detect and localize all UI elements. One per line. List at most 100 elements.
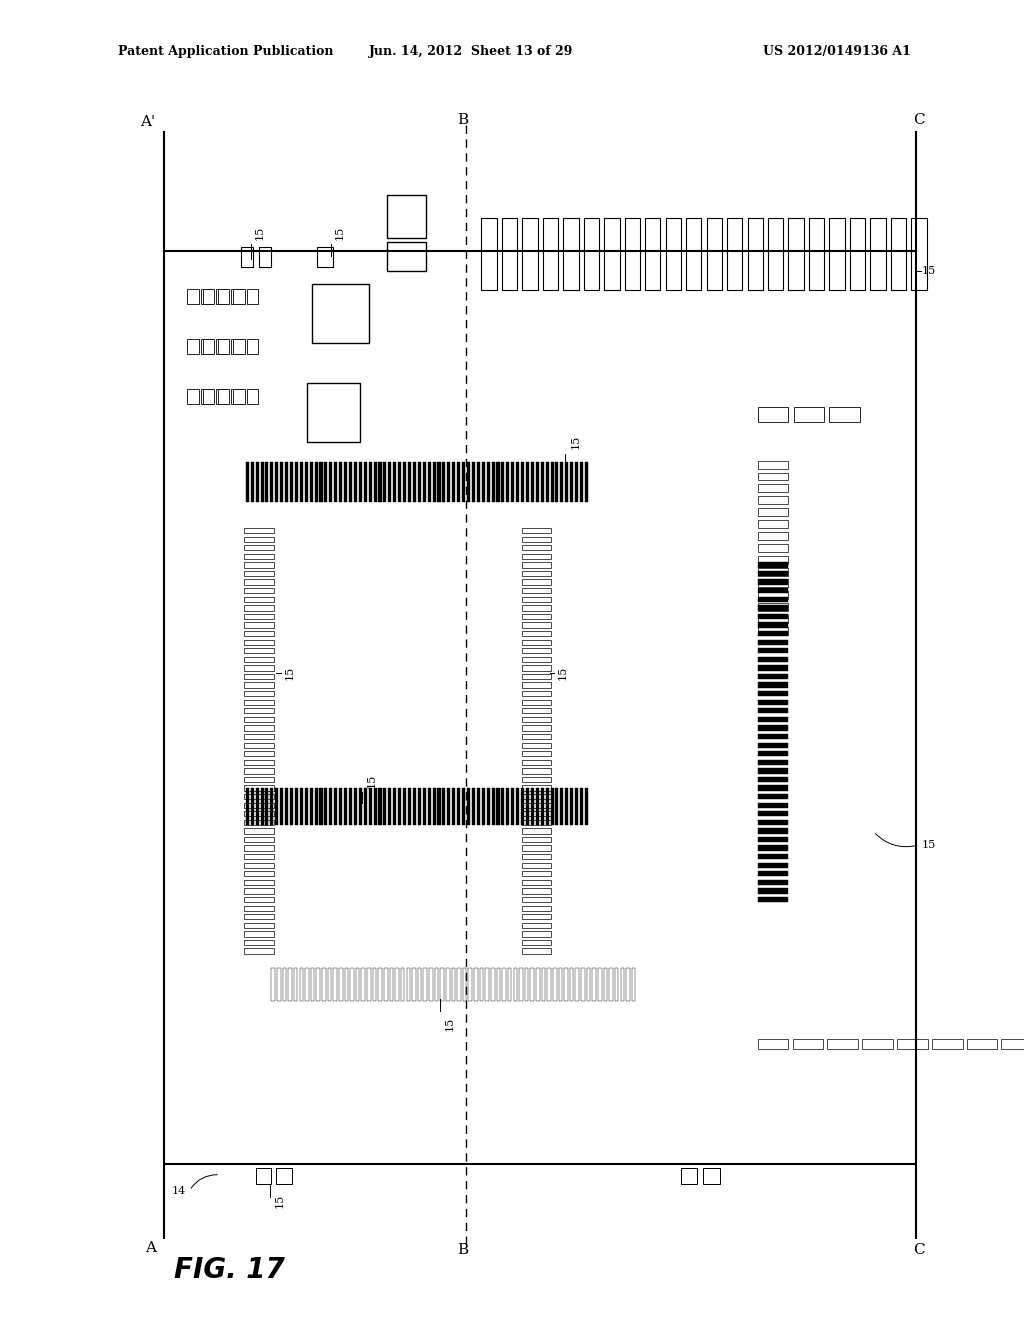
Bar bbox=[244, 589, 274, 594]
Bar bbox=[793, 1039, 823, 1049]
Bar bbox=[570, 788, 573, 825]
Bar bbox=[453, 462, 456, 502]
Bar bbox=[393, 462, 396, 502]
Bar bbox=[231, 289, 243, 304]
Bar bbox=[281, 788, 284, 825]
Bar bbox=[231, 389, 243, 404]
Bar bbox=[522, 898, 551, 903]
Bar bbox=[758, 532, 788, 540]
Bar bbox=[758, 846, 788, 851]
Bar bbox=[247, 339, 258, 354]
Bar bbox=[241, 247, 253, 267]
Bar bbox=[244, 665, 274, 671]
Bar bbox=[522, 692, 551, 697]
Bar bbox=[758, 898, 788, 903]
Bar bbox=[681, 1168, 697, 1184]
Bar bbox=[522, 880, 551, 886]
Bar bbox=[344, 968, 348, 1001]
Bar bbox=[201, 339, 212, 354]
Bar bbox=[559, 968, 562, 1001]
Bar bbox=[543, 218, 558, 290]
Bar bbox=[432, 462, 435, 502]
Bar bbox=[290, 788, 293, 825]
Bar bbox=[564, 968, 567, 1001]
Bar bbox=[244, 597, 274, 602]
Bar bbox=[387, 195, 426, 238]
Bar bbox=[492, 462, 495, 502]
Bar bbox=[413, 788, 416, 825]
Bar bbox=[511, 462, 514, 502]
Bar bbox=[339, 462, 342, 502]
Bar bbox=[522, 675, 551, 680]
Bar bbox=[537, 968, 540, 1001]
Bar bbox=[256, 462, 259, 502]
Bar bbox=[580, 462, 583, 502]
Bar bbox=[492, 968, 495, 1001]
Bar bbox=[244, 537, 274, 541]
Bar bbox=[418, 968, 422, 1001]
Bar bbox=[758, 760, 788, 766]
Bar bbox=[244, 785, 274, 791]
Bar bbox=[758, 768, 788, 774]
Bar bbox=[598, 968, 602, 1001]
Bar bbox=[344, 788, 347, 825]
Bar bbox=[522, 854, 551, 859]
Bar bbox=[259, 247, 271, 267]
Bar bbox=[758, 829, 788, 834]
Bar bbox=[541, 788, 544, 825]
Bar bbox=[522, 605, 551, 610]
Bar bbox=[522, 742, 551, 747]
Bar bbox=[522, 863, 551, 869]
Bar bbox=[442, 788, 445, 825]
Text: 15: 15 bbox=[444, 1016, 455, 1031]
Bar bbox=[758, 751, 788, 756]
Text: Jun. 14, 2012  Sheet 13 of 29: Jun. 14, 2012 Sheet 13 of 29 bbox=[369, 45, 573, 58]
Bar bbox=[244, 820, 274, 825]
Bar bbox=[522, 631, 551, 636]
Bar bbox=[758, 726, 788, 731]
Bar bbox=[447, 788, 451, 825]
Bar bbox=[758, 776, 788, 781]
Bar bbox=[522, 768, 551, 774]
Bar bbox=[758, 579, 788, 587]
Bar bbox=[349, 788, 352, 825]
Bar bbox=[244, 898, 274, 903]
Bar bbox=[387, 242, 426, 271]
Bar bbox=[758, 597, 788, 602]
Bar bbox=[522, 717, 551, 722]
Bar bbox=[497, 788, 500, 825]
Bar bbox=[251, 462, 254, 502]
Bar bbox=[403, 462, 407, 502]
Bar bbox=[244, 846, 274, 851]
Bar bbox=[522, 657, 551, 663]
Bar bbox=[862, 1039, 893, 1049]
Bar bbox=[526, 788, 529, 825]
Text: 15: 15 bbox=[285, 667, 295, 680]
Bar bbox=[522, 829, 551, 834]
Bar bbox=[522, 923, 551, 928]
Bar bbox=[244, 880, 274, 886]
Bar bbox=[428, 462, 431, 502]
Bar bbox=[316, 968, 319, 1001]
Bar bbox=[246, 462, 249, 502]
Bar bbox=[260, 788, 263, 825]
Text: 15: 15 bbox=[558, 667, 568, 680]
Bar bbox=[570, 462, 573, 502]
Bar bbox=[437, 788, 440, 825]
Bar bbox=[428, 788, 431, 825]
Bar bbox=[187, 289, 199, 304]
Bar bbox=[418, 462, 421, 502]
Bar bbox=[758, 461, 788, 469]
Bar bbox=[328, 968, 332, 1001]
Bar bbox=[758, 657, 788, 663]
Bar bbox=[530, 968, 535, 1001]
Bar bbox=[703, 1168, 720, 1184]
Bar bbox=[758, 692, 788, 697]
Bar bbox=[447, 462, 451, 502]
Bar bbox=[522, 803, 551, 808]
Bar bbox=[244, 863, 274, 869]
Bar bbox=[522, 776, 551, 781]
Text: Patent Application Publication: Patent Application Publication bbox=[118, 45, 333, 58]
Bar bbox=[521, 462, 524, 502]
Bar bbox=[265, 788, 268, 825]
